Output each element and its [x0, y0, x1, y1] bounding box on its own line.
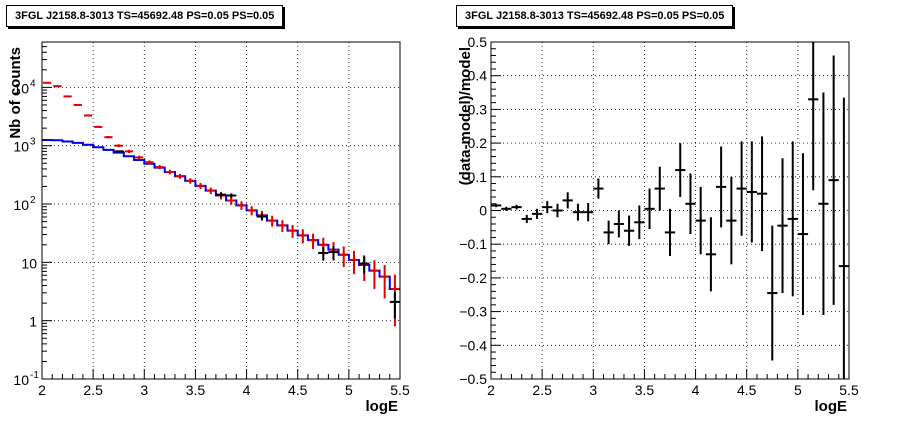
right-y-tick-label: 0	[479, 203, 487, 219]
right-y-tick-label: −0.2	[459, 270, 487, 286]
right-y-tick-label: 0.2	[468, 135, 488, 151]
left-y-tick-exponent: 3	[30, 137, 36, 148]
right-x-tick-label: 2.5	[532, 382, 552, 398]
right-y-tick-label: −0.5	[459, 371, 487, 387]
left-y-tick-label: 1	[29, 314, 37, 330]
left-y-tick-exponent: 2	[30, 195, 36, 206]
right-y-tick-label: 0.5	[468, 34, 488, 50]
right-plot-frame	[490, 41, 850, 380]
right-y-tick-label: 0.1	[468, 169, 488, 185]
right-y-tick-label: −0.3	[459, 304, 487, 320]
left-chart-title: 3FGL J2158.8-3013 TS=45692.48 PS=0.05 PS…	[6, 5, 284, 27]
right-y-axis-label: (data-model)/model	[457, 47, 474, 185]
residual-points	[491, 42, 849, 379]
left-x-tick-label: 5	[345, 382, 353, 398]
left-y-tick-exponent: 4	[30, 78, 36, 89]
right-y-tick-label: 0.4	[468, 68, 488, 84]
left-x-tick-label: 4	[243, 382, 251, 398]
right-x-tick-label: 3.5	[635, 382, 655, 398]
right-chart-title: 3FGL J2158.8-3013 TS=45692.48 PS=0.05 PS…	[456, 5, 734, 27]
left-y-axis-label: Nb of counts	[7, 47, 24, 139]
right-y-tick-label: −0.1	[459, 236, 487, 252]
blue-model-histogram	[42, 139, 400, 290]
right-x-tick-label: 3	[589, 382, 597, 398]
right-x-tick-label: 2	[487, 382, 495, 398]
left-x-tick-label: 3.5	[186, 382, 206, 398]
right-y-tick-label: −0.4	[459, 337, 487, 353]
right-y-tick-label: 0.3	[468, 101, 488, 117]
left-x-tick-label: 2	[38, 382, 46, 398]
right-x-axis-label: logE	[815, 398, 848, 415]
right-x-tick-label: 5.5	[839, 382, 859, 398]
left-y-tick-label: 10	[13, 372, 29, 388]
right-x-tick-label: 5	[794, 382, 802, 398]
left-plot-frame	[41, 41, 401, 380]
right-x-tick-label: 4.5	[737, 382, 757, 398]
left-y-tick-label: 10	[13, 80, 29, 96]
left-x-tick-label: 4.5	[288, 382, 308, 398]
left-y-tick-label: 10	[21, 255, 37, 271]
left-x-tick-label: 5.5	[390, 382, 410, 398]
left-y-tick-exponent: -1	[30, 370, 39, 381]
right-x-tick-label: 4	[692, 382, 700, 398]
left-x-tick-label: 3	[140, 382, 148, 398]
left-y-tick-label: 10	[13, 139, 29, 155]
left-x-axis-label: logE	[366, 398, 399, 415]
left-x-tick-label: 2.5	[83, 382, 103, 398]
left-y-tick-label: 10	[13, 197, 29, 213]
